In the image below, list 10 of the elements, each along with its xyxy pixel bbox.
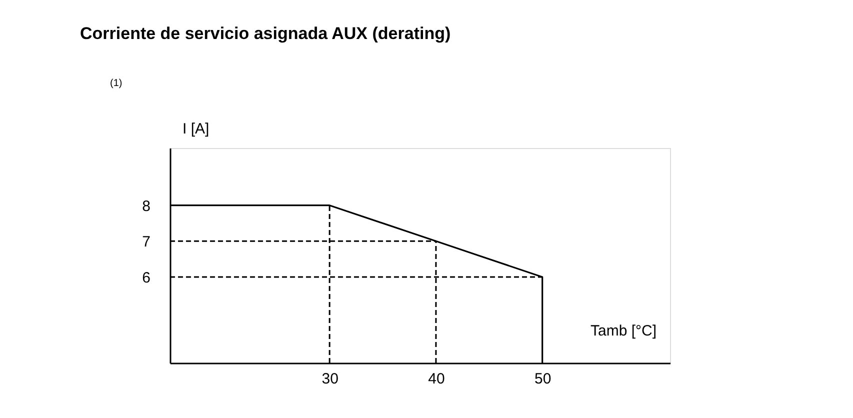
- y-tick-label: 7: [142, 234, 150, 251]
- chart-title: Corriente de servicio asignada AUX (derating): [80, 24, 451, 43]
- y-axis-title: I [A]: [182, 120, 210, 138]
- x-tick-label: 50: [534, 370, 552, 388]
- x-tick-label: 30: [322, 370, 338, 388]
- y-tick-label: 6: [142, 270, 150, 286]
- x-axis-title: Tamb [°C]: [590, 322, 657, 340]
- text: (1): [110, 78, 122, 89]
- x-tick-label: 40: [428, 370, 445, 388]
- y-tick-label: 8: [142, 198, 150, 215]
